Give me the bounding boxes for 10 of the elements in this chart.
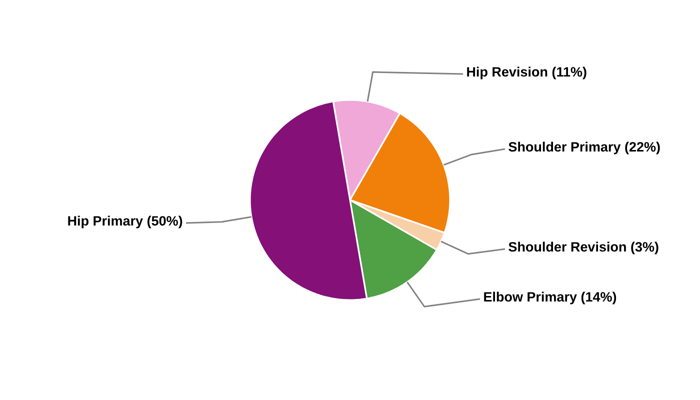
data-label: (22%) [625, 142, 660, 154]
data-label: (3%) [631, 242, 658, 254]
slice-label: Shoulder Revision [508, 242, 626, 252]
slice-label: Hip Revision [467, 66, 548, 80]
slice-label: Shoulder Primary [508, 142, 621, 154]
data-label: (11%) [552, 66, 586, 80]
data-label: (50%) [147, 216, 182, 228]
data-label: (14%) [581, 292, 616, 304]
slice-label: Elbow Primary [484, 292, 577, 304]
slice-label: Hip Primary [68, 216, 143, 228]
